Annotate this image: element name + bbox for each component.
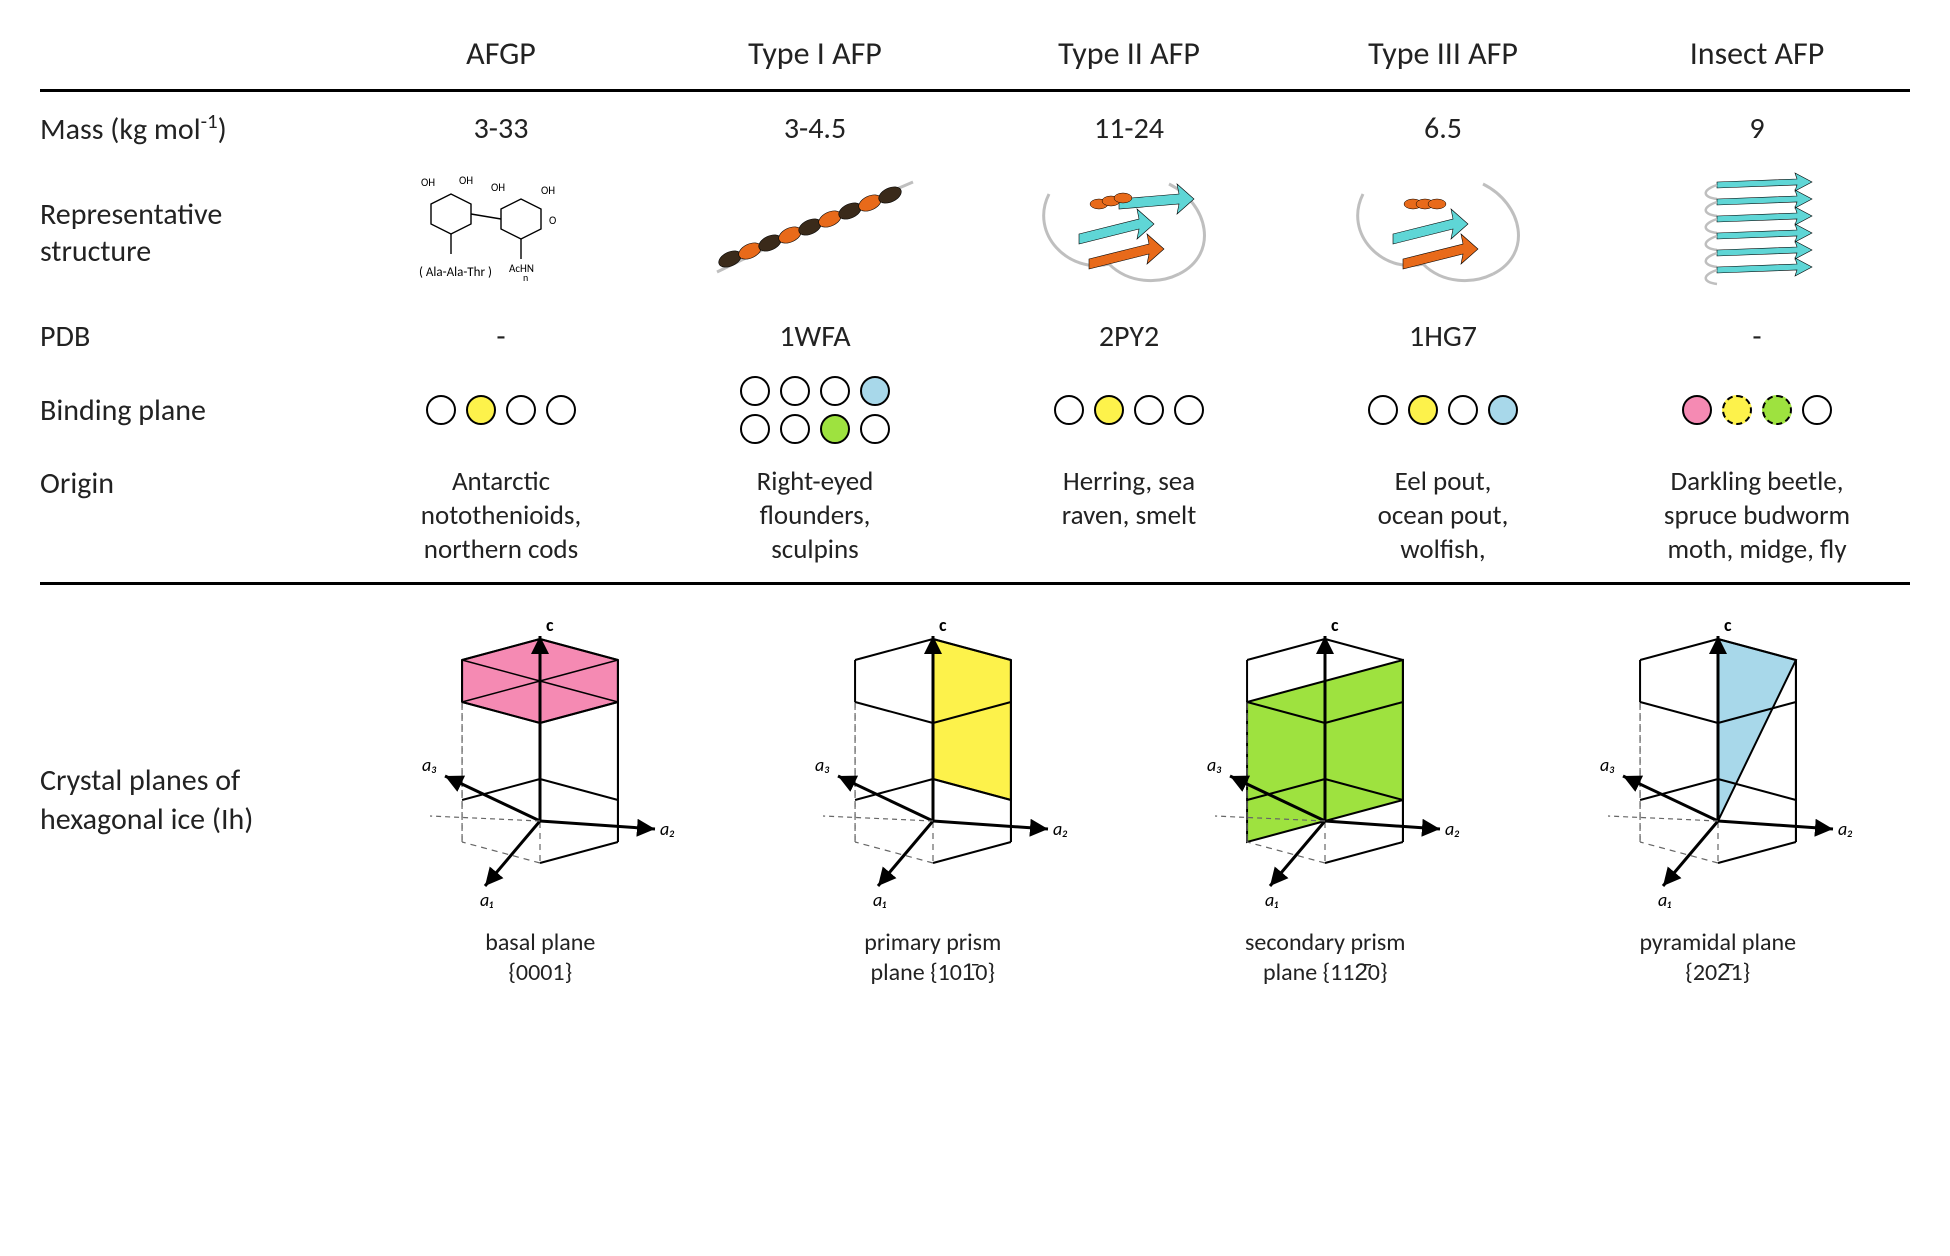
- svg-text:OH: OH: [541, 184, 555, 197]
- svg-text:a₃: a₃: [1207, 754, 1222, 776]
- binding-dot: [506, 395, 536, 425]
- mass-type2: 11-24: [976, 110, 1282, 147]
- header-row: AFGP Type I AFP Type II AFP Type III AFP…: [40, 24, 1910, 83]
- binding-dot: [1802, 395, 1832, 425]
- structure-label: Representative structure: [40, 196, 340, 270]
- binding-dot: [1134, 395, 1164, 425]
- svg-text:a₂: a₂: [1445, 818, 1460, 840]
- binding-afgp: [348, 395, 654, 425]
- pdb-insect: -: [1604, 318, 1910, 355]
- mass-afgp: 3-33: [348, 110, 654, 147]
- svg-text:n: n: [523, 271, 528, 284]
- binding-dot: [466, 395, 496, 425]
- origin-type2: Herring, searaven, smelt: [976, 465, 1282, 533]
- binding-dot: [1094, 395, 1124, 425]
- crystal-prism1: c a₁ a₂ a₃primary prismplane {101̄0}: [741, 611, 1126, 988]
- struct-type1: [662, 168, 968, 298]
- binding-dot: [426, 395, 456, 425]
- top-rule: [40, 89, 1910, 92]
- binding-dot: [740, 414, 770, 444]
- struct-insect: [1604, 168, 1910, 298]
- crystal-prism2: c a₁ a₂ a₃secondary prismplane {112̄0}: [1133, 611, 1518, 988]
- svg-text:c: c: [939, 614, 947, 636]
- origin-insect: Darkling beetle,spruce budwormmoth, midg…: [1604, 465, 1910, 566]
- binding-dot: [740, 376, 770, 406]
- svg-text:a₁: a₁: [1658, 889, 1672, 911]
- binding-dot: [820, 376, 850, 406]
- crystal-label: Crystal planes ofhexagonal ice (Ih): [40, 761, 340, 839]
- svg-text:a₁: a₁: [1265, 889, 1279, 911]
- col-header-afgp: AFGP: [348, 34, 654, 73]
- pdb-type2: 2PY2: [976, 318, 1282, 355]
- binding-dot: [1762, 395, 1792, 425]
- binding-dot: [1722, 395, 1752, 425]
- pdb-type1: 1WFA: [662, 318, 968, 355]
- svg-text:a₂: a₂: [1838, 818, 1853, 840]
- binding-insect: [1604, 395, 1910, 425]
- origin-afgp: Antarcticnotothenioids,northern cods: [348, 465, 654, 566]
- origin-label: Origin: [40, 465, 340, 502]
- binding-dot: [780, 376, 810, 406]
- svg-text:a₁: a₁: [480, 889, 494, 911]
- binding-type2: [976, 395, 1282, 425]
- binding-type1: [662, 376, 968, 444]
- svg-text:( Ala-Ala-Thr ): ( Ala-Ala-Thr ): [419, 265, 492, 280]
- binding-dot: [1368, 395, 1398, 425]
- svg-text:c: c: [546, 614, 554, 636]
- pdb-afgp: -: [348, 318, 654, 355]
- binding-dot: [1682, 395, 1712, 425]
- mass-row: Mass (kg mol-1) 3-33 3-4.5 11-24 6.5 9: [40, 98, 1910, 158]
- origin-type3: Eel pout,ocean pout,wolfish,: [1290, 465, 1596, 566]
- binding-dot: [860, 376, 890, 406]
- svg-text:a₃: a₃: [815, 754, 830, 776]
- binding-row: Binding plane: [40, 365, 1910, 455]
- binding-dot: [1448, 395, 1478, 425]
- binding-dot: [1054, 395, 1084, 425]
- svg-text:c: c: [1331, 614, 1339, 636]
- structure-row: Representative structure OH OH OH OH O AcH…: [40, 158, 1910, 308]
- origin-type1: Right-eyedflounders,sculpins: [662, 465, 968, 566]
- struct-afgp: OH OH OH OH O AcHN ( Ala-Ala-Thr ) n: [348, 168, 654, 298]
- binding-dot: [546, 395, 576, 425]
- crystal-pyramid: c a₁ a₂ a₃pyramidal plane{202̄1}: [1526, 611, 1911, 988]
- svg-text:a₃: a₃: [1600, 754, 1615, 776]
- mass-insect: 9: [1604, 110, 1910, 147]
- svg-text:AcHN: AcHN: [509, 262, 534, 275]
- crystal-basal: c a₁ a₂ a₃basal plane{0001}: [348, 611, 733, 988]
- col-header-type2: Type II AFP: [976, 34, 1282, 73]
- struct-type3: [1290, 168, 1596, 298]
- svg-text:OH: OH: [491, 181, 505, 194]
- svg-text:OH: OH: [459, 174, 473, 187]
- binding-dot: [1174, 395, 1204, 425]
- binding-dot: [860, 414, 890, 444]
- binding-dot: [780, 414, 810, 444]
- binding-type3: [1290, 395, 1596, 425]
- mass-type1: 3-4.5: [662, 110, 968, 147]
- mid-rule: [40, 582, 1910, 585]
- col-header-type3: Type III AFP: [1290, 34, 1596, 73]
- svg-text:O: O: [549, 214, 556, 227]
- mass-type3: 6.5: [1290, 110, 1596, 147]
- svg-text:a₂: a₂: [660, 818, 675, 840]
- svg-text:a₃: a₃: [422, 754, 437, 776]
- binding-dot: [1488, 395, 1518, 425]
- origin-row: Origin Antarcticnotothenioids,northern c…: [40, 455, 1910, 576]
- afp-comparison-table: AFGP Type I AFP Type II AFP Type III AFP…: [40, 24, 1910, 988]
- pdb-type3: 1HG7: [1290, 318, 1596, 355]
- svg-text:a₁: a₁: [873, 889, 887, 911]
- pdb-row: PDB - 1WFA 2PY2 1HG7 -: [40, 308, 1910, 365]
- col-header-type1: Type I AFP: [662, 34, 968, 73]
- svg-text:a₂: a₂: [1053, 818, 1068, 840]
- crystal-row: Crystal planes ofhexagonal ice (Ih) c a₁…: [40, 591, 1910, 988]
- col-header-insect: Insect AFP: [1604, 34, 1910, 73]
- svg-text:c: c: [1724, 614, 1732, 636]
- mass-label: Mass (kg mol-1): [40, 108, 340, 148]
- pdb-label: PDB: [40, 318, 340, 355]
- binding-dot: [1408, 395, 1438, 425]
- svg-text:OH: OH: [421, 176, 435, 189]
- struct-type2: [976, 168, 1282, 298]
- binding-label: Binding plane: [40, 392, 340, 429]
- binding-dot: [820, 414, 850, 444]
